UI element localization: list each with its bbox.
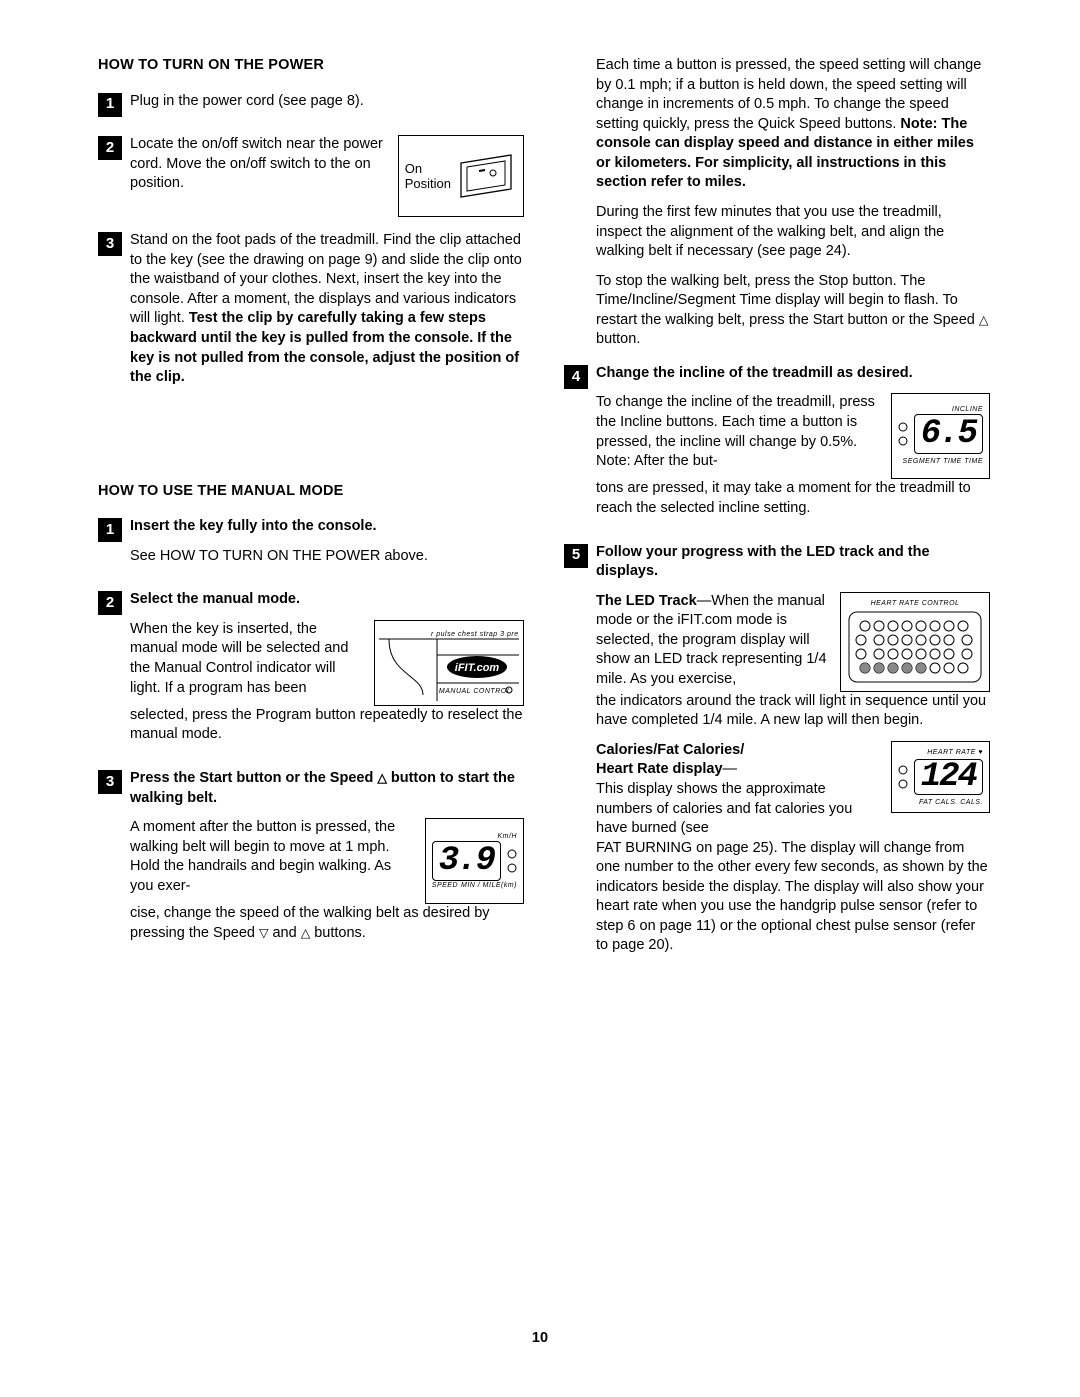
incline-display-illustration: INCLINE 6.5 SEGMENT TIME TIME <box>891 393 990 479</box>
power-step-2: 2 Locate the on/off switch near the powe… <box>98 135 524 217</box>
incline-bottom-label: SEGMENT TIME TIME <box>903 458 983 465</box>
heart-rate-display-illustration: HEART RATE ♥ 124 FAT CALS. CALS. <box>891 741 990 813</box>
manual-step-2: 2 Select the manual mode. When the key i… <box>98 590 524 755</box>
kmh-label: Km/H <box>498 832 518 841</box>
led-track-text-a: The LED Track—When the manual mode or th… <box>596 592 830 690</box>
on-position-label: On Position <box>405 161 451 192</box>
manual-step-4-text-b: tons are pressed, it may take a moment f… <box>596 479 990 518</box>
triangle-up-icon <box>377 770 386 786</box>
hr-top-label: HEART RATE ♥ <box>927 749 983 756</box>
svg-text:iFIT.com: iFIT.com <box>455 662 500 674</box>
manual-step-3: 3 Press the Start button or the Speed bu… <box>98 769 524 953</box>
step-number-icon: 3 <box>98 770 122 794</box>
step-number-icon: 3 <box>98 232 122 256</box>
right-p1: Each time a button is pressed, the speed… <box>596 56 990 193</box>
hr-bottom-label: FAT CALS. CALS. <box>919 799 983 806</box>
manual-step-1-text: See HOW TO TURN ON THE POWER above. <box>130 547 524 567</box>
manual-step-1-heading: Insert the key fully into the console. <box>130 517 524 537</box>
manual-step-5: 5 Follow your progress with the LED trac… <box>564 543 990 966</box>
step-number-icon: 4 <box>564 365 588 389</box>
step-number-icon: 2 <box>98 591 122 615</box>
ifit-top-label: r pulse chest strap 3 press START <box>431 631 519 638</box>
manual-step-3-text-a: A moment after the button is pressed, th… <box>130 818 415 896</box>
svg-text:MANUAL CONTROL: MANUAL CONTROL <box>439 688 511 695</box>
power-step-3: 3 Stand on the foot pads of the treadmil… <box>98 231 524 398</box>
power-step-3-text: Stand on the foot pads of the treadmill.… <box>130 231 524 388</box>
step-number-icon: 1 <box>98 518 122 542</box>
right-column: Each time a button is pressed, the speed… <box>564 56 990 1397</box>
manual-step-5-heading: Follow your progress with the LED track … <box>596 543 990 582</box>
step-number-icon: 2 <box>98 136 122 160</box>
manual-step-2-heading: Select the manual mode. <box>130 590 524 610</box>
incline-top-label: INCLINE <box>952 405 983 414</box>
manual-step-3-text-b: cise, change the speed of the walking be… <box>130 904 524 943</box>
on-switch-illustration: On Position <box>398 135 524 217</box>
led-track-illustration: HEART RATE CONTROL <box>840 592 990 692</box>
manual-step-2-text-a: When the key is inserted, the manual mod… <box>130 620 364 698</box>
manual-step-4: 4 Change the incline of the treadmill as… <box>564 364 990 529</box>
speed-display-illustration: Km/H 3.9 SPEED MIN / MI <box>425 818 524 904</box>
power-step-2-text: Locate the on/off switch near the power … <box>130 135 388 194</box>
manual-step-3-heading: Press the Start button or the Speed butt… <box>130 769 524 808</box>
right-p3: To stop the walking belt, press the Stop… <box>596 272 990 350</box>
track-top-label: HEART RATE CONTROL <box>871 599 960 608</box>
triangle-up-icon <box>301 925 310 941</box>
heading-power: HOW TO TURN ON THE POWER <box>98 56 524 76</box>
ifit-console-illustration: r pulse chest strap 3 press START iFIT.c… <box>374 620 524 706</box>
step-number-icon: 5 <box>564 544 588 568</box>
manual-step-2-text-b: selected, press the Program button repea… <box>130 706 524 745</box>
manual-step-4-text-a: To change the incline of the treadmill, … <box>596 393 881 471</box>
hr-value: 124 <box>921 758 976 796</box>
triangle-up-icon <box>979 312 988 328</box>
page-number: 10 <box>0 1329 1080 1349</box>
calories-text-a: Calories/Fat Calories/ Heart Rate displa… <box>596 741 881 839</box>
left-column: HOW TO TURN ON THE POWER 1 Plug in the p… <box>98 56 524 1397</box>
manual-step-4-heading: Change the incline of the treadmill as d… <box>596 364 990 384</box>
speed-value: 3.9 <box>439 842 494 880</box>
heading-manual: HOW TO USE THE MANUAL MODE <box>98 482 524 502</box>
manual-step-1: 1 Insert the key fully into the console.… <box>98 517 524 576</box>
power-step-1-text: Plug in the power cord (see page 8). <box>130 92 524 112</box>
incline-value: 6.5 <box>921 415 976 453</box>
switch-icon <box>455 153 517 199</box>
right-p2: During the first few minutes that you us… <box>596 203 990 262</box>
speed-label-right: MIN / MILE(km) <box>461 881 517 890</box>
calories-text-b: FAT BURNING on page 25). The display wil… <box>596 839 990 956</box>
power-step-1: 1 Plug in the power cord (see page 8). <box>98 92 524 122</box>
speed-label-left: SPEED <box>432 881 458 890</box>
step-number-icon: 1 <box>98 93 122 117</box>
led-track-text-b: the indicators around the track will lig… <box>596 692 990 731</box>
